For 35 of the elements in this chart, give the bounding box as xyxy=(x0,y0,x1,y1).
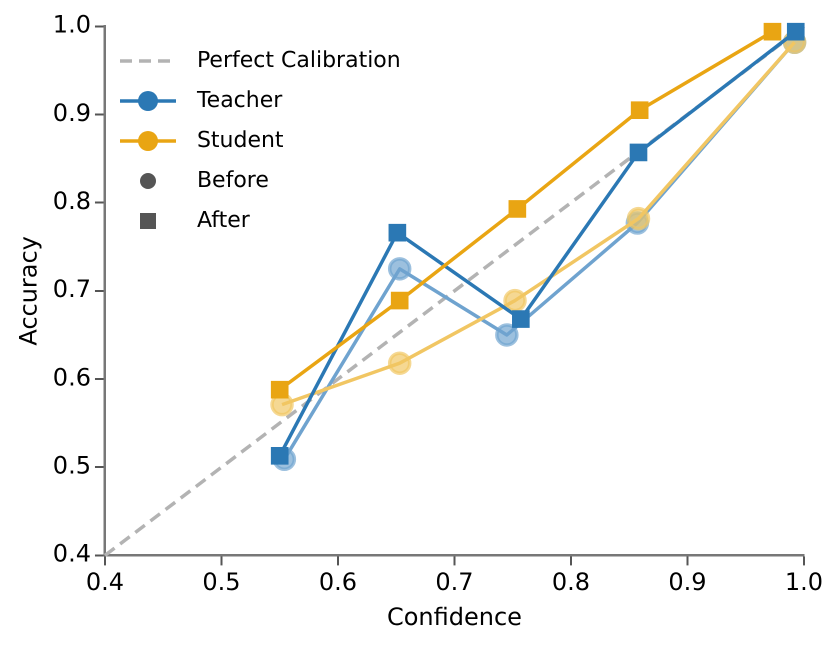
x-tick-label: 0.6 xyxy=(318,568,358,596)
legend-label: Perfect Calibration xyxy=(196,47,401,76)
y-tick-label: 0.7 xyxy=(52,275,91,304)
point xyxy=(270,380,289,398)
point xyxy=(503,288,527,312)
y-tick-label: 0.6 xyxy=(52,363,91,392)
y-tick-label: 0.5 xyxy=(52,451,91,480)
point xyxy=(508,200,526,218)
y-axis-title: Accuracy xyxy=(14,236,43,346)
point xyxy=(390,292,409,310)
point xyxy=(388,351,412,375)
annotation: Before xyxy=(196,167,269,196)
legend-label: Student xyxy=(196,127,284,156)
x-tick-label: 0.7 xyxy=(435,568,474,596)
legend-label: Teacher xyxy=(196,87,282,116)
x-tick-label: 0.8 xyxy=(552,568,590,596)
x-axis-title: Confidence xyxy=(386,602,522,631)
point xyxy=(626,206,650,230)
point xyxy=(388,257,412,281)
x-tick-label: 1.0 xyxy=(784,568,823,596)
point xyxy=(764,22,782,41)
y-tick-label: 0.8 xyxy=(52,186,91,215)
x-tick-label: 0.9 xyxy=(668,568,707,596)
point xyxy=(512,310,530,328)
annotation: After xyxy=(196,207,250,236)
x-tick-label: 0.5 xyxy=(202,568,241,596)
point xyxy=(388,224,406,242)
y-tick-label: 0.4 xyxy=(52,540,91,568)
point xyxy=(630,101,648,119)
x-tick-label: 0.4 xyxy=(86,568,124,596)
point xyxy=(630,144,648,162)
point xyxy=(495,323,519,347)
point xyxy=(786,22,805,41)
y-tick-label: 0.9 xyxy=(52,98,91,127)
y-tick-label: 1.0 xyxy=(52,10,91,39)
